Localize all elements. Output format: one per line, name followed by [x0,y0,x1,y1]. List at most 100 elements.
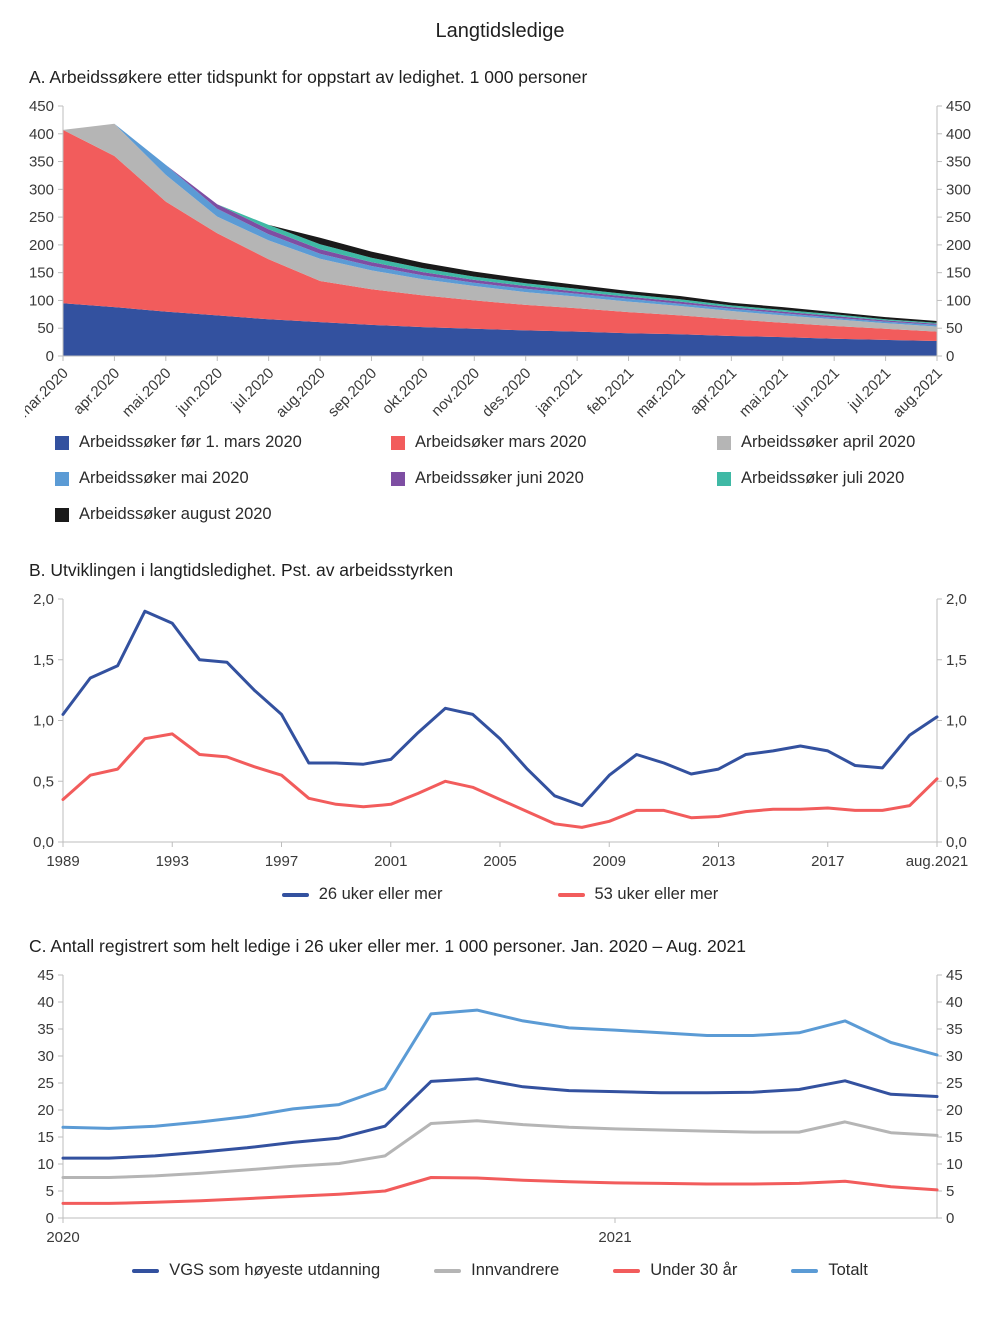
svg-text:20: 20 [37,1102,54,1119]
chart-a-stacked-area: 0 0 50 50 100 100 150 150 200 200 250 250 300 300 350 3… [25,98,971,421]
svg-text:jul.2020: jul.2020 [228,365,278,415]
svg-text:2,0: 2,0 [33,591,54,608]
svg-text:50: 50 [946,320,963,337]
svg-text:nov.2020: nov.2020 [428,365,483,420]
panel-a-heading: A. Arbeidssøkere etter tidspunkt for opp… [29,67,588,87]
svg-text:jan.2021: jan.2021 [533,365,586,418]
svg-text:0: 0 [46,1210,54,1227]
svg-text:2005: 2005 [483,853,516,870]
svg-text:45: 45 [946,967,963,984]
legend-label: Arbeidssøker august 2020 [79,505,272,523]
svg-text:40: 40 [37,994,54,1011]
svg-text:35: 35 [37,1021,54,1038]
legend-item-arbeidsøker-mars-2020: Arbeidsøker mars 2020 [391,433,717,452]
legend-label: VGS som høyeste utdanning [169,1261,381,1279]
legend-label: Arbeidssøker juli 2020 [741,469,905,487]
legend-label: Under 30 år [650,1261,738,1279]
legend-label: Innvandrere [471,1261,560,1279]
legend-item-53-uker-eller-mer: 53 uker eller mer [557,885,718,904]
legend-swatch-icon [55,507,69,522]
svg-text:2020: 2020 [46,1229,79,1246]
legend-swatch-icon [557,892,585,897]
legend-swatch-icon [391,471,405,486]
svg-text:40: 40 [946,994,963,1011]
svg-text:aug.2021: aug.2021 [906,853,969,870]
svg-text:350: 350 [29,154,54,171]
svg-text:jun.2021: jun.2021 [790,365,843,418]
legend-swatch-icon [55,435,69,450]
legend-swatch-icon [132,1268,160,1273]
svg-text:des.2020: des.2020 [479,365,535,421]
panel-b-heading: B. Utviklingen i langtidsledighet. Pst. … [29,560,454,580]
svg-text:2009: 2009 [593,853,626,870]
legend-item-totalt: Totalt [791,1261,868,1280]
svg-text:1993: 1993 [156,853,189,870]
svg-text:200: 200 [29,237,54,254]
svg-text:jul.2021: jul.2021 [845,365,895,415]
legend-item-arbeidssøker-mai-2020: Arbeidssøker mai 2020 [55,469,391,488]
svg-text:0: 0 [946,1210,954,1227]
legend-item-arbeidssøker-april-2020: Arbeidssøker april 2020 [717,433,975,452]
panel-b: B. Utviklingen i langtidsledighet. Pst. … [25,560,975,904]
legend-label: Arbeidssøker juni 2020 [415,469,584,487]
svg-text:200: 200 [946,237,971,254]
svg-text:50: 50 [37,320,54,337]
svg-text:1,0: 1,0 [33,713,54,730]
panel-c-heading: C. Antall registrert som helt ledige i 2… [29,936,746,956]
svg-text:350: 350 [946,154,971,171]
legend-item-arbeidssøker-juni-2020: Arbeidssøker juni 2020 [391,469,717,488]
legend-swatch-icon [791,1268,819,1273]
figure-title: Langtidsledige [435,20,565,42]
svg-text:5: 5 [946,1183,954,1200]
svg-text:30: 30 [946,1048,963,1065]
panel-a: A. Arbeidssøkere etter tidspunkt for opp… [25,67,975,524]
svg-text:5: 5 [46,1183,54,1200]
legend-item-arbeidssøker-august-2020: Arbeidssøker august 2020 [55,505,391,524]
svg-text:250: 250 [946,209,971,226]
legend-item-innvandrere: Innvandrere [434,1261,559,1280]
legend-item-arbeidssøker-juli-2020: Arbeidssøker juli 2020 [717,469,975,488]
svg-text:100: 100 [29,292,54,309]
svg-text:30: 30 [37,1048,54,1065]
panel-b-legend: 26 uker eller mer 53 uker eller mer [25,885,975,904]
legend-item-26-uker-eller-mer: 26 uker eller mer [281,885,443,904]
svg-text:15: 15 [37,1129,54,1146]
legend-item-vgs-som-høyeste-utdanning: VGS som høyeste utdanning [132,1261,380,1280]
svg-text:1,5: 1,5 [33,652,54,669]
svg-text:0: 0 [946,348,954,365]
legend-swatch-icon [717,471,731,486]
svg-text:sep.2020: sep.2020 [325,365,381,421]
panel-c: C. Antall registrert som helt ledige i 2… [25,936,975,1280]
svg-text:1997: 1997 [265,853,298,870]
svg-text:100: 100 [946,292,971,309]
legend-item-arbeidssøker-før-1-mars-2020: Arbeidssøker før 1. mars 2020 [55,433,391,452]
svg-text:feb.2021: feb.2021 [584,365,637,418]
svg-text:apr.2020: apr.2020 [70,365,123,418]
svg-text:aug.2021: aug.2021 [890,365,946,421]
svg-text:1,0: 1,0 [946,713,967,730]
panel-a-legend: Arbeidssøker før 1. mars 2020 Arbeidsøker… [55,433,975,524]
svg-text:2013: 2013 [702,853,735,870]
svg-text:150: 150 [29,265,54,282]
svg-text:okt.2020: okt.2020 [379,365,432,418]
svg-text:2021: 2021 [598,1229,631,1246]
chart-b-line: 0,0 0,0 0,5 0,5 1,0 1,0 1,5 1,5 2,0 2,0 1989 1993 19… [33,591,969,870]
svg-text:mai.2020: mai.2020 [119,365,175,421]
svg-text:25: 25 [37,1075,54,1092]
figure: Langtidsledige A. Arbeidssøkere etter ti… [25,20,975,1280]
legend-swatch-icon [717,435,731,450]
legend-swatch-icon [281,892,309,897]
svg-text:15: 15 [946,1129,963,1146]
legend-label: Arbeidssøker mai 2020 [79,469,249,487]
svg-text:400: 400 [946,126,971,143]
svg-text:45: 45 [37,967,54,984]
svg-text:0,0: 0,0 [33,834,54,851]
svg-text:0,0: 0,0 [946,834,967,851]
svg-text:300: 300 [29,181,54,198]
svg-text:300: 300 [946,181,971,198]
svg-text:150: 150 [946,265,971,282]
svg-text:250: 250 [29,209,54,226]
svg-text:25: 25 [946,1075,963,1092]
legend-item-under-30-år: Under 30 år [613,1261,737,1280]
